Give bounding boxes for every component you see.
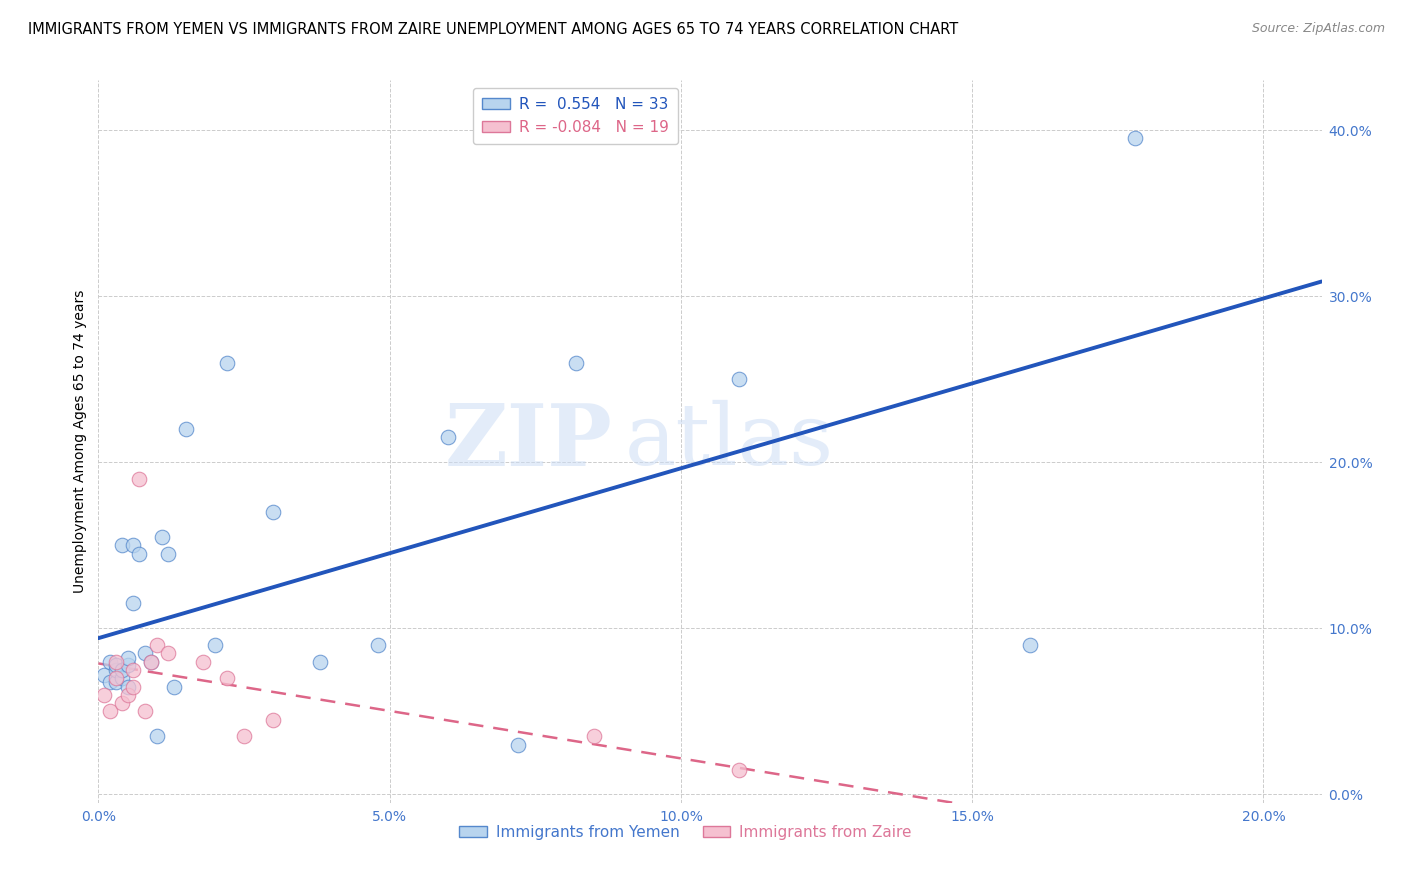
Point — [117, 680, 139, 694]
Point — [145, 730, 167, 744]
Point — [98, 655, 121, 669]
Point — [1019, 638, 1042, 652]
Point — [122, 597, 145, 611]
Point — [308, 655, 330, 669]
Point — [565, 356, 588, 370]
Point — [122, 663, 145, 677]
Point — [139, 655, 162, 669]
Y-axis label: Unemployment Among Ages 65 to 74 years: Unemployment Among Ages 65 to 74 years — [73, 290, 87, 593]
Point — [128, 472, 150, 486]
Point — [104, 671, 127, 685]
Text: atlas: atlas — [624, 400, 834, 483]
Point — [1123, 131, 1146, 145]
Point — [134, 646, 156, 660]
Point — [104, 674, 127, 689]
Point — [145, 638, 167, 652]
Point — [104, 657, 127, 672]
Point — [152, 530, 174, 544]
Point — [111, 538, 134, 552]
Point — [262, 505, 284, 519]
Point — [728, 763, 751, 777]
Point — [122, 538, 145, 552]
Point — [233, 730, 256, 744]
Point — [728, 372, 751, 386]
Point — [122, 680, 145, 694]
Point — [367, 638, 389, 652]
Point — [215, 356, 238, 370]
Point — [506, 738, 529, 752]
Point — [98, 705, 121, 719]
Point — [215, 671, 238, 685]
Point — [174, 422, 197, 436]
Point — [193, 655, 215, 669]
Point — [93, 668, 115, 682]
Point — [93, 688, 115, 702]
Text: Source: ZipAtlas.com: Source: ZipAtlas.com — [1251, 22, 1385, 36]
Point — [157, 646, 180, 660]
Text: IMMIGRANTS FROM YEMEN VS IMMIGRANTS FROM ZAIRE UNEMPLOYMENT AMONG AGES 65 TO 74 : IMMIGRANTS FROM YEMEN VS IMMIGRANTS FROM… — [28, 22, 959, 37]
Point — [104, 663, 127, 677]
Point — [117, 688, 139, 702]
Text: ZIP: ZIP — [444, 400, 612, 483]
Legend: Immigrants from Yemen, Immigrants from Zaire: Immigrants from Yemen, Immigrants from Z… — [453, 819, 918, 846]
Point — [111, 696, 134, 710]
Point — [204, 638, 226, 652]
Point — [128, 547, 150, 561]
Point — [111, 671, 134, 685]
Point — [117, 657, 139, 672]
Point — [582, 730, 605, 744]
Point — [139, 655, 162, 669]
Point — [104, 655, 127, 669]
Point — [437, 430, 460, 444]
Point — [157, 547, 180, 561]
Point — [262, 713, 284, 727]
Point — [163, 680, 186, 694]
Point — [134, 705, 156, 719]
Point — [98, 674, 121, 689]
Point — [111, 663, 134, 677]
Point — [117, 651, 139, 665]
